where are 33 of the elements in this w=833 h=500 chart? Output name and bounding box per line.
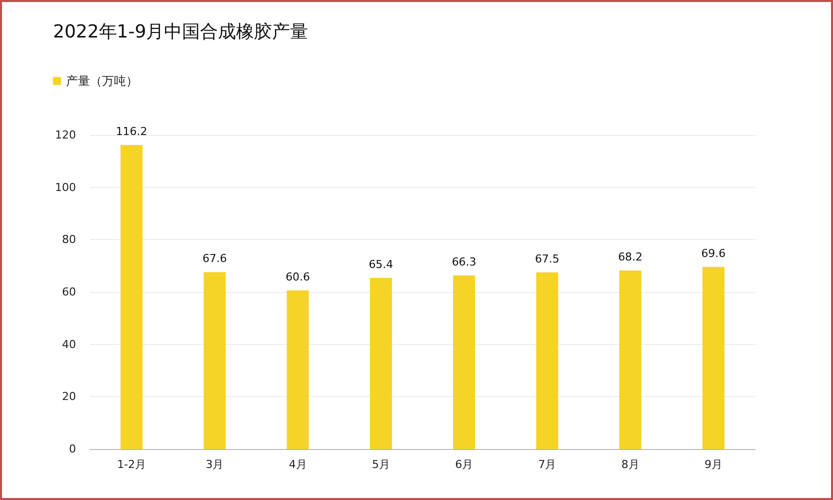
x-tick-label: 9月: [704, 458, 722, 471]
legend-label: 产量（万吨）: [66, 74, 138, 88]
data-label: 116.2: [116, 124, 148, 138]
bar: [619, 270, 642, 449]
data-label: 68.2: [618, 250, 643, 264]
bar: [120, 144, 143, 449]
data-label: 60.6: [286, 270, 310, 284]
y-tick-label: 0: [69, 442, 76, 456]
x-tick-label: 5月: [372, 458, 390, 471]
bar: [286, 290, 309, 449]
x-tick-label: 6月: [455, 458, 474, 471]
data-label: 65.4: [368, 258, 394, 271]
data-label: 69.6: [701, 246, 726, 260]
data-label: 67.5: [534, 252, 560, 266]
y-tick-label: 120: [55, 128, 76, 142]
bar: [453, 276, 476, 449]
x-tick-label: 1-2月: [117, 458, 146, 471]
x-tick-label: 7月: [538, 458, 556, 471]
chart-title: 2022年1-9月中国合成橡胶产量: [53, 22, 308, 42]
y-tick-label: 20: [62, 390, 76, 404]
bar: [370, 278, 392, 449]
y-tick-label: 40: [62, 338, 76, 351]
bar: [702, 266, 724, 449]
y-tick-label: 80: [62, 233, 76, 246]
y-tick-label: 60: [62, 286, 76, 298]
data-label: 66.3: [452, 256, 476, 269]
bar: [536, 272, 558, 449]
x-tick-label: 3月: [206, 458, 224, 471]
x-tick-label: 4月: [288, 458, 307, 471]
bar: [204, 272, 226, 449]
data-label: 67.6: [202, 252, 227, 266]
x-tick-label: 8月: [621, 458, 640, 471]
y-tick-label: 100: [55, 180, 76, 194]
